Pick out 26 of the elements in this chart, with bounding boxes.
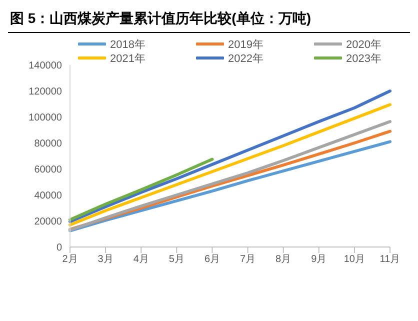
x-tick-label: 4月 bbox=[133, 254, 149, 266]
y-tick-label: 60000 bbox=[34, 164, 62, 176]
line-series bbox=[68, 158, 214, 222]
y-tick-label: 140000 bbox=[28, 60, 62, 72]
legend-label: 2023年 bbox=[346, 52, 382, 66]
y-tick-label: 100000 bbox=[28, 112, 62, 124]
chart-title: 图 5：山西煤炭产量累计值历年比较(单位：万吨) bbox=[8, 8, 410, 33]
y-tick-label: 80000 bbox=[34, 138, 62, 150]
x-tick-label: 3月 bbox=[98, 254, 114, 266]
x-tick-label: 7月 bbox=[240, 254, 256, 266]
x-tick-label: 9月 bbox=[311, 254, 327, 266]
y-tick-label: 120000 bbox=[28, 86, 62, 98]
x-tick-label: 8月 bbox=[276, 254, 292, 266]
y-tick-label: 0 bbox=[56, 242, 62, 254]
x-tick-label: 5月 bbox=[168, 254, 184, 266]
x-tick-label: 11月 bbox=[380, 254, 400, 266]
legend-label: 2020年 bbox=[346, 38, 382, 52]
legend-label: 2018年 bbox=[110, 38, 146, 52]
legend-label: 2019年 bbox=[228, 38, 264, 52]
x-tick-label: 10月 bbox=[344, 254, 366, 266]
x-tick-label: 6月 bbox=[204, 254, 220, 266]
y-tick-label: 20000 bbox=[34, 216, 62, 228]
legend-label: 2022年 bbox=[228, 52, 264, 66]
y-tick-label: 40000 bbox=[34, 190, 62, 202]
x-tick-label: 2月 bbox=[62, 254, 78, 266]
legend-label: 2021年 bbox=[110, 52, 146, 66]
